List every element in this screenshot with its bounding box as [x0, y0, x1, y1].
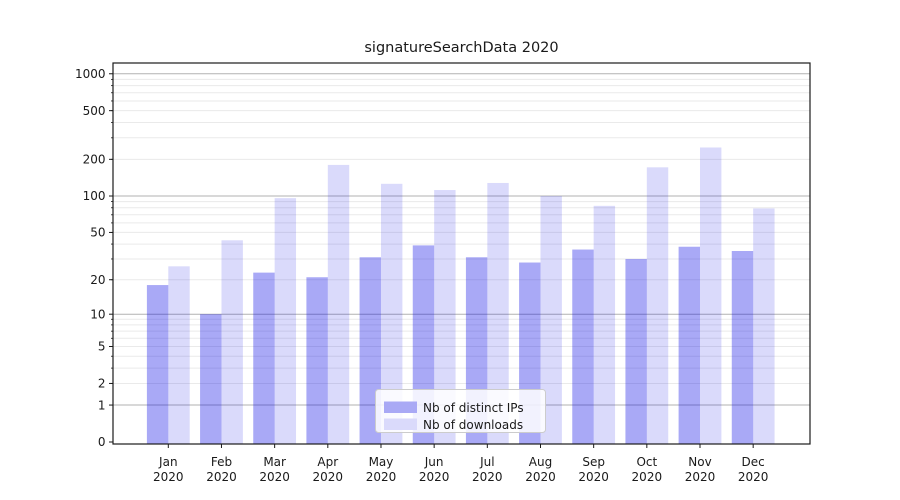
x-tick-label-month: Mar — [263, 455, 286, 469]
bar-ips-mar — [253, 272, 275, 444]
bar-ips-feb — [200, 314, 222, 444]
x-tick-label-month: Feb — [211, 455, 232, 469]
x-tick-label-year: 2020 — [685, 470, 716, 484]
bar-downloads-apr — [327, 164, 350, 444]
x-tick-label-year: 2020 — [578, 470, 609, 484]
y-tick-label: 50 — [90, 226, 105, 240]
x-tick-label-year: 2020 — [206, 470, 237, 484]
x-tick-label-month: Sep — [582, 455, 605, 469]
legend-label-ips: Nb of distinct IPs — [423, 401, 524, 415]
x-tick-label-month: Apr — [317, 455, 338, 469]
x-tick-label-year: 2020 — [259, 470, 290, 484]
bar-ips-dec — [731, 250, 754, 444]
x-tick-label-month: Nov — [688, 455, 711, 469]
bar-downloads-feb — [221, 240, 243, 444]
x-tick-label-year: 2020 — [632, 470, 663, 484]
x-tick-label-month: Jul — [479, 455, 494, 469]
bar-ips-oct — [625, 258, 647, 444]
x-tick-label-month: May — [369, 455, 394, 469]
bar-downloads-nov — [700, 147, 722, 445]
y-tick-label: 1 — [98, 398, 106, 412]
y-tick-label: 10 — [90, 307, 105, 321]
x-tick-label-year: 2020 — [419, 470, 450, 484]
x-tick-label-year: 2020 — [472, 470, 503, 484]
legend-swatch-ips — [384, 401, 417, 413]
legend: Nb of distinct IPs Nb of downloads — [375, 389, 546, 433]
bar-downloads-oct — [646, 167, 669, 444]
y-tick-label: 1000 — [75, 67, 106, 81]
bar-downloads-dec — [753, 208, 775, 444]
x-tick-label-year: 2020 — [153, 470, 184, 484]
legend-box — [375, 389, 546, 433]
bar-downloads-jan — [168, 266, 190, 444]
bar-downloads-jul — [487, 182, 509, 445]
legend-swatch-downloads — [384, 418, 417, 430]
x-tick-label-year: 2020 — [525, 470, 556, 484]
axes-box — [112, 62, 811, 445]
y-tick-label: 2 — [98, 377, 106, 391]
x-tick-label-month: Jun — [424, 455, 444, 469]
x-tick-label-year: 2020 — [738, 470, 769, 484]
y-tick-label: 100 — [83, 189, 106, 203]
bar-ips-apr — [306, 277, 328, 444]
bar-ips-nov — [678, 246, 700, 444]
x-tick-label-month: Oct — [636, 455, 657, 469]
x-tick-label-month: Aug — [529, 455, 552, 469]
x-tick-label-year: 2020 — [313, 470, 344, 484]
y-tick-label: 0 — [98, 435, 106, 449]
x-tick-label-month: Jan — [158, 455, 178, 469]
chart-title: signatureSearchData 2020 — [364, 40, 558, 56]
x-tick-label-year: 2020 — [366, 470, 397, 484]
y-tick-label: 500 — [83, 104, 106, 118]
legend-label-downloads: Nb of downloads — [423, 418, 523, 432]
y-tick-label: 20 — [90, 273, 105, 287]
bar-ips-jan — [146, 285, 169, 444]
x-tick-label-month: Dec — [742, 455, 765, 469]
bar-downloads-may — [380, 183, 403, 445]
bar-ips-sep — [572, 249, 594, 444]
bar-downloads-aug — [540, 196, 562, 444]
plot-area — [113, 63, 810, 444]
bar-downloads-jun — [434, 190, 456, 444]
y-tick-label: 5 — [98, 340, 106, 354]
bar-downloads-mar — [274, 198, 297, 444]
bar-downloads-sep — [593, 205, 616, 444]
y-tick-label: 200 — [83, 153, 106, 167]
